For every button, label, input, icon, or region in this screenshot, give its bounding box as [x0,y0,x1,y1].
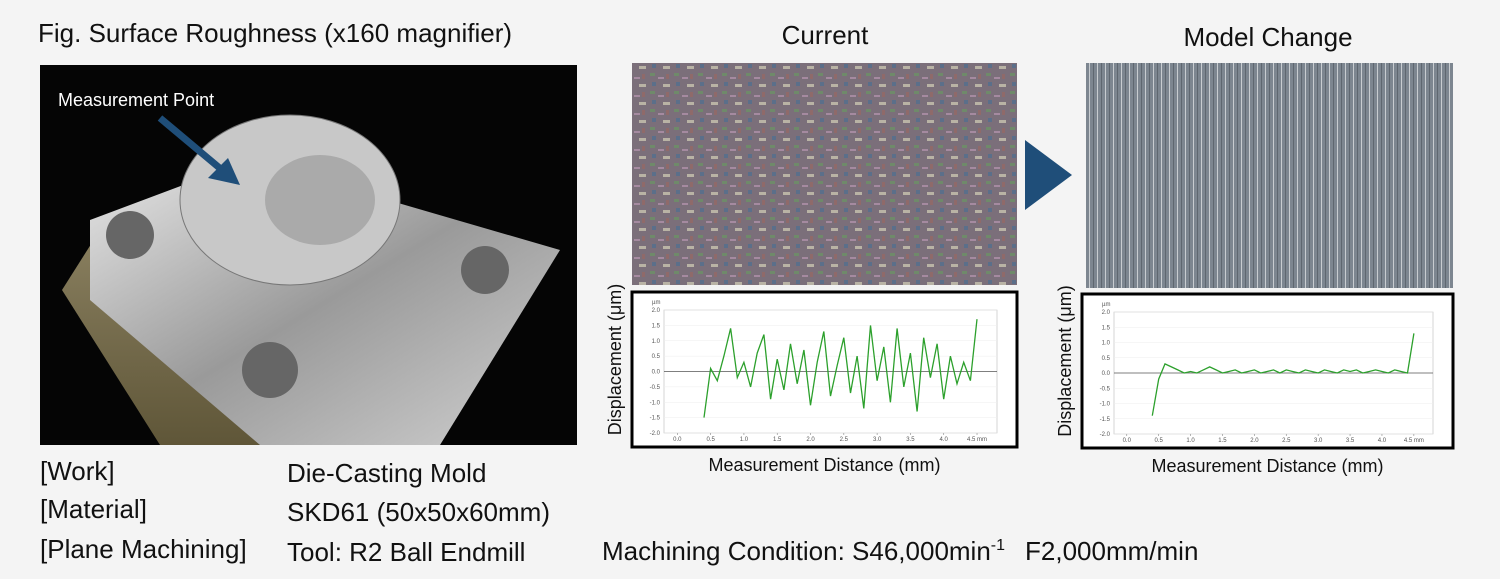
spec-value: Tool: R2 Ball Endmill [287,537,525,567]
y-tick-label: 2.0 [1102,310,1111,316]
y-tick-label: -0.5 [1100,386,1111,392]
condition-text: Machining Condition: S46,000min [602,536,991,566]
micrograph [632,63,1017,285]
photo-hole [242,342,298,398]
x-axis-title: Measurement Distance (mm) [708,455,940,475]
spec-value: Die-Casting Mold [287,458,486,488]
photo-cavity [265,155,375,245]
y-tick-label: 1.5 [652,323,661,329]
panel-title: Model Change [1183,22,1352,52]
y-tick-label: 1.0 [1102,341,1111,347]
pointer-arrow [157,115,225,173]
change-arrow [1025,140,1072,210]
x-tick-label: 3.5 [1346,438,1355,444]
y-tick-label: 0.5 [652,354,661,360]
x-tick-label: 3.5 [906,437,915,443]
x-tick-label: 3.0 [873,437,882,443]
x-tick-label: 2.0 [806,437,815,443]
x-tick-label: 1.0 [740,437,749,443]
x-tick-label: 2.5 [840,437,849,443]
x-tick-label: 4.0 [1378,438,1387,444]
x-tick-label: 1.5 [773,437,782,443]
x-axis-title: Measurement Distance (mm) [1151,456,1383,476]
chart-frame [630,290,1019,449]
y-tick-label: -1.0 [1100,402,1111,408]
y-tick-label: -2.0 [650,431,661,437]
x-tick-label: 4.0 [940,437,949,443]
condition-feed: F2,000mm/min [1025,536,1198,566]
x-tick-label: 1.5 [1218,438,1227,444]
figure-title: Fig. Surface Roughness (x160 magnifier) [38,18,512,48]
x-tick-label: 0.5 [1154,438,1163,444]
x-tick-label: 3.0 [1314,438,1323,444]
y-axis-title: Displacement (μm) [605,284,625,435]
x-tick-label: 4.5 mm [1404,438,1424,444]
x-tick-label: 1.0 [1186,438,1195,444]
x-tick-label: 0.0 [1123,438,1132,444]
y-tick-label: 2.0 [652,308,661,314]
y-tick-label: 0.5 [1102,356,1111,362]
y-tick-label: -1.0 [650,400,661,406]
spec-label: [Plane Machining] [40,534,247,564]
pointer-arrow-head [208,158,240,185]
condition-sup: -1 [991,537,1005,554]
y-axis-title: Displacement (μm) [1055,285,1075,436]
photo-hole [461,246,509,294]
photo-hole [106,211,154,259]
data-line [703,319,978,418]
y-tick-label: -1.5 [1100,417,1111,423]
data-line [1151,333,1415,416]
photo-label: Measurement Point [58,90,214,110]
micrograph [1086,63,1453,288]
spec-value: SKD61 (50x50x60mm) [287,497,550,527]
y-tick-label: 0.0 [652,370,661,376]
y-unit-label: µm [652,300,660,306]
y-tick-label: 1.5 [1102,325,1111,331]
y-tick-label: -2.0 [1100,432,1111,438]
x-tick-label: 2.0 [1250,438,1259,444]
y-tick-label: 0.0 [1102,371,1111,377]
x-tick-label: 4.5 mm [967,437,987,443]
y-unit-label: µm [1102,302,1110,308]
x-tick-label: 0.5 [706,437,715,443]
condition: Machining Condition: S46,000min-1 F2,000m… [602,536,1198,566]
spec-label: [Work] [40,456,115,486]
y-tick-label: -1.5 [650,416,661,422]
x-tick-label: 2.5 [1282,438,1291,444]
x-tick-label: 0.0 [673,437,682,443]
y-tick-label: -0.5 [650,385,661,391]
panel-title: Current [782,20,869,50]
y-tick-label: 1.0 [652,339,661,345]
spec-label: [Material] [40,494,147,524]
